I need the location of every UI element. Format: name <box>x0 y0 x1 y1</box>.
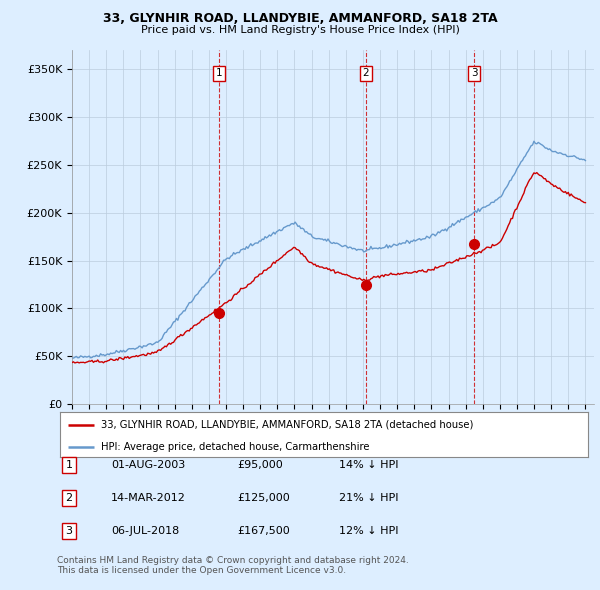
Text: £167,500: £167,500 <box>237 526 290 536</box>
Text: £95,000: £95,000 <box>237 460 283 470</box>
Text: 14-MAR-2012: 14-MAR-2012 <box>111 493 186 503</box>
Text: HPI: Average price, detached house, Carmarthenshire: HPI: Average price, detached house, Carm… <box>101 442 370 453</box>
Text: 01-AUG-2003: 01-AUG-2003 <box>111 460 185 470</box>
Text: 1: 1 <box>215 68 222 78</box>
Text: £125,000: £125,000 <box>237 493 290 503</box>
Text: 2: 2 <box>65 493 73 503</box>
Text: 12% ↓ HPI: 12% ↓ HPI <box>339 526 398 536</box>
Text: 06-JUL-2018: 06-JUL-2018 <box>111 526 179 536</box>
Text: 14% ↓ HPI: 14% ↓ HPI <box>339 460 398 470</box>
Text: 3: 3 <box>471 68 478 78</box>
Text: 1: 1 <box>65 460 73 470</box>
Text: 33, GLYNHIR ROAD, LLANDYBIE, AMMANFORD, SA18 2TA (detached house): 33, GLYNHIR ROAD, LLANDYBIE, AMMANFORD, … <box>101 420 473 430</box>
Text: 3: 3 <box>65 526 73 536</box>
Text: Price paid vs. HM Land Registry's House Price Index (HPI): Price paid vs. HM Land Registry's House … <box>140 25 460 35</box>
Text: Contains HM Land Registry data © Crown copyright and database right 2024.: Contains HM Land Registry data © Crown c… <box>57 556 409 565</box>
Text: 33, GLYNHIR ROAD, LLANDYBIE, AMMANFORD, SA18 2TA: 33, GLYNHIR ROAD, LLANDYBIE, AMMANFORD, … <box>103 12 497 25</box>
Text: 2: 2 <box>362 68 369 78</box>
Text: This data is licensed under the Open Government Licence v3.0.: This data is licensed under the Open Gov… <box>57 566 346 575</box>
Text: 21% ↓ HPI: 21% ↓ HPI <box>339 493 398 503</box>
